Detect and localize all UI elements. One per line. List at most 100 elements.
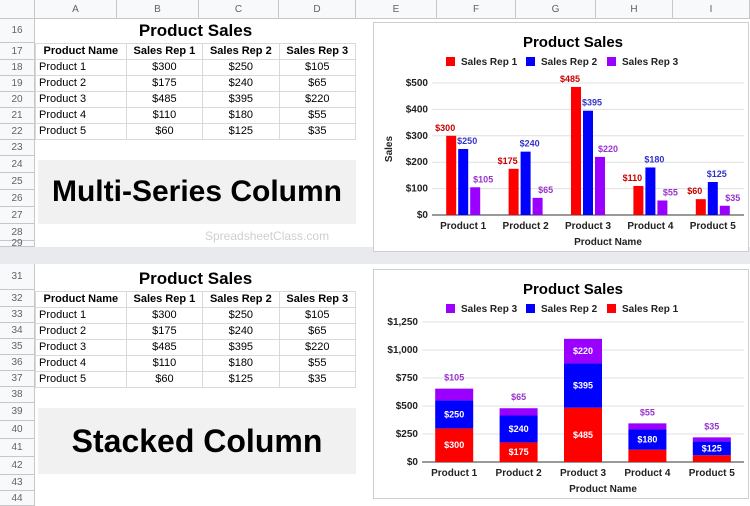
table-cell[interactable]: $110	[125, 354, 204, 372]
row-header-24[interactable]: 24	[0, 156, 35, 173]
table-cell[interactable]: Product 1	[35, 306, 127, 324]
table-cell[interactable]: Product 5	[35, 370, 127, 388]
table-header-cell[interactable]: Sales Rep 1	[125, 42, 204, 60]
table-cell[interactable]: $180	[202, 106, 280, 124]
row-header-40[interactable]: 40	[0, 421, 35, 439]
table-cell[interactable]: Product 4	[35, 354, 127, 372]
row-header-19[interactable]: 19	[0, 76, 35, 92]
table-cell[interactable]: $175	[125, 74, 204, 92]
table-cell[interactable]: $250	[202, 58, 280, 76]
column-header-e[interactable]: E	[356, 0, 437, 19]
table-cell[interactable]: $105	[278, 306, 357, 324]
table-header-cell[interactable]: Sales Rep 2	[202, 42, 280, 60]
table-cell[interactable]: Product 5	[35, 122, 127, 140]
table-cell[interactable]: Product 1	[35, 58, 127, 76]
table-cell[interactable]: $300	[125, 306, 204, 324]
row-header-25[interactable]: 25	[0, 173, 35, 190]
table-cell[interactable]: $65	[278, 322, 357, 340]
table-cell[interactable]: $485	[125, 338, 204, 356]
table-header-cell[interactable]: Product Name	[35, 290, 127, 308]
x-tick-label: Product 5	[690, 221, 737, 232]
table-cell[interactable]: $250	[202, 306, 280, 324]
table-cell[interactable]: Product 4	[35, 106, 127, 124]
x-tick-label: Product 1	[440, 221, 487, 232]
legend-label: Sales Rep 3	[622, 57, 679, 68]
table-row: Product 5 $60 $125 $35	[35, 122, 357, 140]
row-header-39[interactable]: 39	[0, 403, 35, 421]
table-cell[interactable]: $395	[202, 338, 280, 356]
row-header-21[interactable]: 21	[0, 108, 35, 124]
table-cell[interactable]: $300	[125, 58, 204, 76]
row-header-18[interactable]: 18	[0, 60, 35, 76]
row-header-20[interactable]: 20	[0, 92, 35, 108]
multi-series-column-label: Multi-Series Column	[38, 160, 356, 224]
bar	[446, 135, 457, 215]
table-cell[interactable]: Product 2	[35, 322, 127, 340]
column-header-h[interactable]: H	[596, 0, 673, 19]
table-cell[interactable]: $60	[125, 370, 204, 388]
row-header-23[interactable]: 23	[0, 140, 35, 156]
row-header-34[interactable]: 34	[0, 323, 35, 339]
select-all-corner[interactable]	[0, 0, 35, 19]
row-header-35[interactable]: 35	[0, 339, 35, 355]
row-header-36[interactable]: 36	[0, 355, 35, 371]
row-header-41[interactable]: 41	[0, 439, 35, 457]
table-cell[interactable]: Product 3	[35, 338, 127, 356]
table-cell[interactable]: $60	[125, 122, 204, 140]
row-header-31[interactable]: 31	[0, 264, 35, 290]
table-cell[interactable]: Product 3	[35, 90, 127, 108]
row-header-38[interactable]: 38	[0, 387, 35, 403]
row-header-42[interactable]: 42	[0, 457, 35, 475]
row-header-17[interactable]: 17	[0, 43, 35, 60]
table-cell[interactable]: $220	[278, 338, 357, 356]
multi-series-column-chart[interactable]: Product Sales Sales Rep 1 Sales Rep 2 Sales…	[373, 22, 749, 252]
table-cell[interactable]: $125	[202, 370, 280, 388]
table-cell[interactable]: Product 2	[35, 74, 127, 92]
row-header-29[interactable]: 29	[0, 239, 35, 249]
table-cell[interactable]: $55	[278, 106, 357, 124]
column-header-a[interactable]: A	[35, 0, 117, 19]
row-header-22[interactable]: 22	[0, 124, 35, 140]
product-sales-table-bottom: Product Sales Product Name Sales Rep 1 Sal…	[35, 267, 357, 388]
table-header-cell[interactable]: Sales Rep 2	[202, 290, 280, 308]
table-header-cell[interactable]: Product Name	[35, 42, 127, 60]
table-title: Product Sales	[138, 20, 253, 40]
row-header-43[interactable]: 43	[0, 475, 35, 491]
table-cell[interactable]: $35	[278, 122, 357, 140]
column-header-f[interactable]: F	[437, 0, 516, 19]
table-header-cell[interactable]: Sales Rep 3	[278, 290, 357, 308]
column-header-b[interactable]: B	[117, 0, 199, 19]
table-cell[interactable]: $485	[125, 90, 204, 108]
table-header-cell[interactable]: Sales Rep 3	[278, 42, 357, 60]
table-cell[interactable]: $125	[202, 122, 280, 140]
table-header-cell[interactable]: Sales Rep 1	[125, 290, 204, 308]
row-header-26[interactable]: 26	[0, 190, 35, 207]
table-cell[interactable]: $395	[202, 90, 280, 108]
stacked-column-chart[interactable]: Product Sales Sales Rep 3 Sales Rep 2 Sales…	[373, 269, 749, 499]
column-header-c[interactable]: C	[199, 0, 279, 19]
table-cell[interactable]: $175	[125, 322, 204, 340]
row-header-27[interactable]: 27	[0, 207, 35, 224]
y-tick-label: $500	[396, 401, 419, 412]
row-header-44[interactable]: 44	[0, 491, 35, 506]
data-label: $175	[498, 156, 518, 166]
column-header-i[interactable]: I	[673, 0, 750, 19]
table-cell[interactable]: $55	[278, 354, 357, 372]
row-header-37[interactable]: 37	[0, 371, 35, 387]
column-header-d[interactable]: D	[279, 0, 356, 19]
column-header-g[interactable]: G	[516, 0, 596, 19]
data-label: $395	[582, 98, 602, 108]
table-cell[interactable]: $105	[278, 58, 357, 76]
table-cell[interactable]: $65	[278, 74, 357, 92]
table-cell[interactable]: $180	[202, 354, 280, 372]
table-cell[interactable]: $240	[202, 74, 280, 92]
table-cell[interactable]: $35	[278, 370, 357, 388]
row-header-33[interactable]: 33	[0, 307, 35, 323]
row-header-32[interactable]: 32	[0, 290, 35, 307]
row-header-16[interactable]: 16	[0, 19, 35, 43]
table-cell[interactable]: $110	[125, 106, 204, 124]
table-cell[interactable]: $220	[278, 90, 357, 108]
row-header-28[interactable]: 28	[0, 224, 35, 241]
bar	[470, 187, 481, 215]
table-cell[interactable]: $240	[202, 322, 280, 340]
